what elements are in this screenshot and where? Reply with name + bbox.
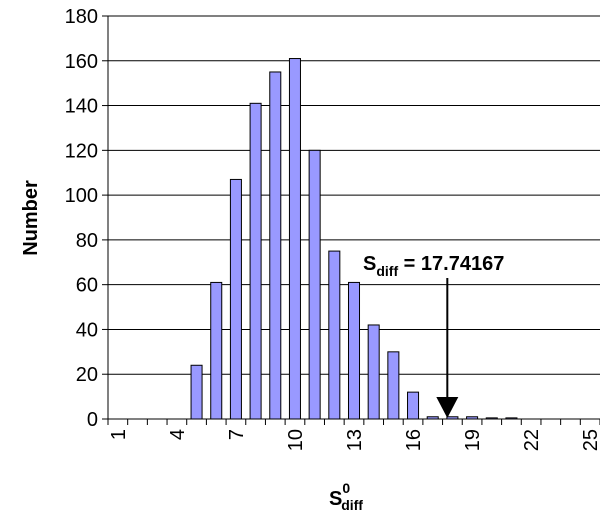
histogram-bar (229, 178, 242, 420)
y-axis-title: Number (20, 180, 42, 256)
annotation-arrow-head (436, 397, 459, 418)
x-tick-label: 16 (403, 429, 425, 451)
y-tick-label: 120 (65, 140, 98, 162)
x-tick-label: 25 (580, 429, 600, 451)
y-tick-label: 40 (76, 319, 98, 341)
y-tick-labels: 0 20 40 60 80 100 120 140 160 180 (65, 6, 98, 431)
histogram-bar (347, 281, 361, 420)
histogram-bar (328, 250, 341, 420)
x-tick-labels: 1 4 7 10 13 16 19 22 25 (108, 429, 600, 451)
y-tick-label: 0 (87, 409, 98, 431)
sdiff-annotation: Sdiff = 17.74167 (363, 253, 504, 418)
y-tick-label: 20 (76, 364, 98, 386)
annotation-label: Sdiff = 17.74167 (363, 253, 504, 279)
axes (102, 15, 600, 425)
histogram-bar (367, 324, 380, 420)
histogram-bar (308, 149, 321, 420)
y-tick-label: 60 (76, 275, 98, 297)
gridlines (108, 15, 600, 375)
y-tick-label: 180 (65, 6, 98, 28)
histogram-bar (269, 71, 282, 420)
x-tick-label: 4 (167, 429, 189, 440)
histogram-bar (407, 391, 420, 420)
y-tick-label: 80 (76, 230, 98, 252)
x-tick-label: 19 (462, 429, 484, 451)
bars (190, 58, 518, 420)
y-tick-label: 160 (65, 51, 98, 73)
histogram-bar (190, 364, 203, 420)
y-tick-label: 140 (65, 96, 98, 118)
histogram-bar (387, 351, 400, 420)
x-tick-label: 13 (344, 429, 366, 451)
histogram-bar (210, 281, 223, 420)
y-tick-label: 100 (65, 185, 98, 207)
histogram-bar (249, 102, 262, 420)
x-tick-label: 1 (108, 429, 130, 440)
x-tick-label: 10 (285, 429, 307, 451)
x-axis-title: S0 diff (329, 480, 363, 513)
x-tick-label: 7 (226, 429, 248, 440)
histogram-bar (288, 58, 301, 420)
x-tick-label: 22 (521, 429, 543, 451)
